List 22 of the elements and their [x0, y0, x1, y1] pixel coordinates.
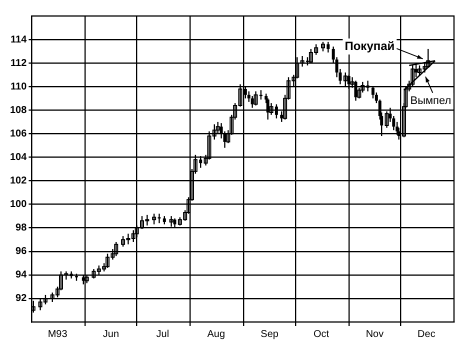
x-tick-label: Jun	[102, 328, 120, 340]
x-tick-label: Dec	[418, 328, 436, 340]
y-tick-label: 92	[16, 293, 28, 304]
y-tick-label: 94	[16, 270, 28, 281]
y-tick-label: 112	[10, 58, 28, 69]
y-tick-label: 108	[10, 104, 28, 116]
y-tick-label: 96	[16, 246, 28, 258]
x-tick-label: M93	[48, 328, 68, 340]
y-tick-label: 100	[10, 199, 28, 210]
x-tick-label: Jul	[156, 328, 170, 340]
y-tick-label: 98	[16, 222, 28, 234]
x-tick-label: Sep	[260, 328, 279, 340]
y-tick-label: 104	[10, 152, 28, 163]
annotation: Покупай	[344, 38, 395, 53]
x-tick-label: Nov	[366, 328, 384, 340]
x-tick-label: Aug	[207, 328, 226, 340]
y-tick-label: 102	[10, 176, 28, 187]
annotation: Вымпел	[410, 94, 452, 107]
y-tick-label: 110	[10, 81, 28, 92]
y-tick-label: 106	[10, 128, 28, 140]
x-tick-label: Oct	[313, 328, 330, 340]
y-tick-label: 114	[10, 34, 28, 46]
